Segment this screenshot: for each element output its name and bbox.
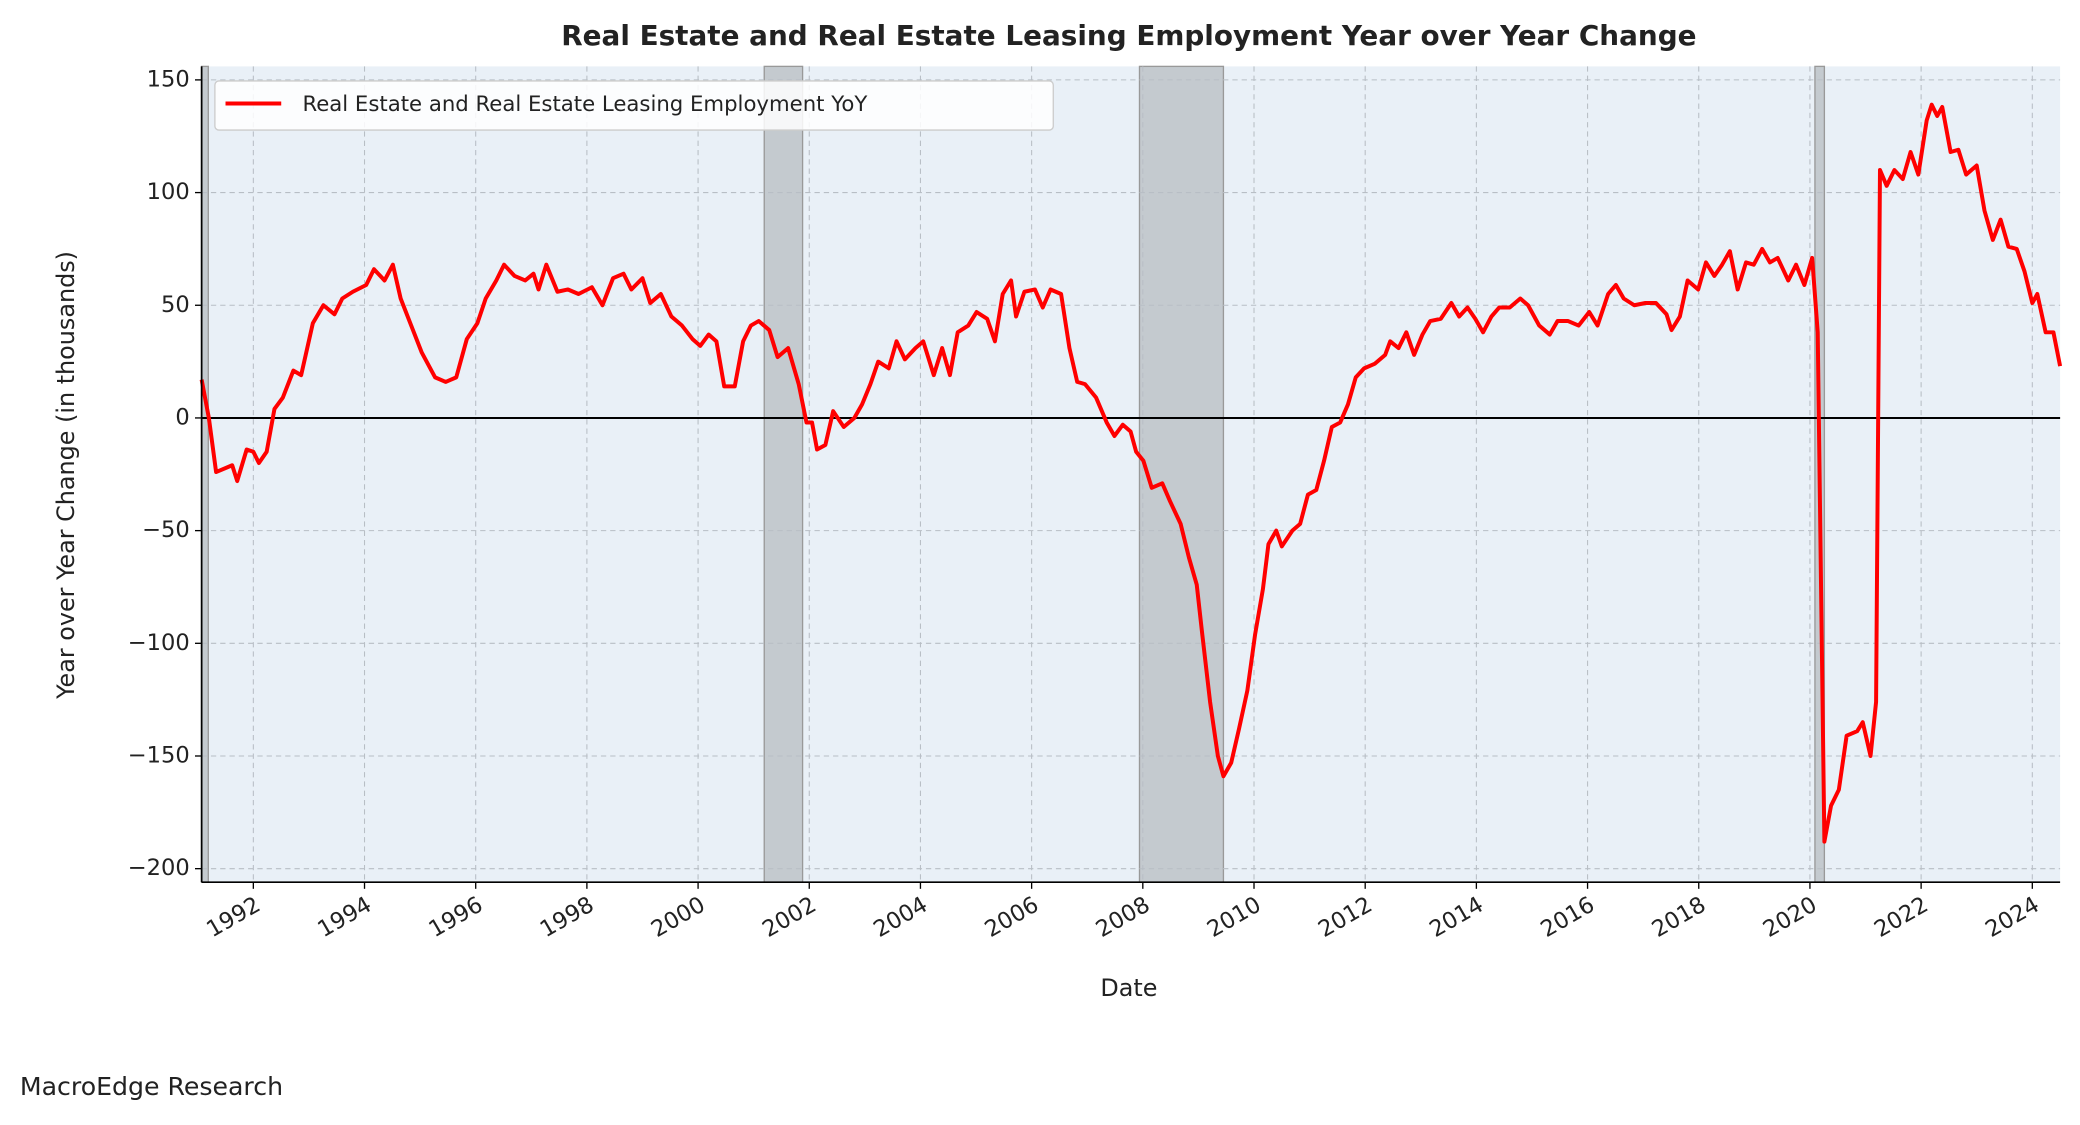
x-tick-label: 2018 <box>1648 892 1711 943</box>
plot-background <box>201 66 2061 883</box>
y-axis-label: Year over Year Change (in thousands) <box>52 251 80 700</box>
recession-shade <box>200 65 209 883</box>
plot-front-layer <box>199 102 2063 844</box>
x-tick-label: 2006 <box>980 892 1043 943</box>
x-tick-label: 2000 <box>647 892 710 943</box>
y-tick-label: 50 <box>161 292 190 318</box>
x-tick-label: 2012 <box>1314 892 1377 943</box>
y-tick-label: 100 <box>147 179 190 205</box>
x-tick-label: 2002 <box>758 892 821 943</box>
legend-label: Real Estate and Real Estate Leasing Empl… <box>302 92 867 117</box>
x-axis-label: Date <box>1100 974 1157 1002</box>
y-tick-label: −50 <box>142 517 190 543</box>
x-tick-label: 2004 <box>869 892 932 943</box>
x-tick-label: 1994 <box>313 892 376 943</box>
watermark: MacroEdge Research <box>20 1072 283 1101</box>
x-tick-label: 1996 <box>425 892 488 943</box>
y-tick-label: 150 <box>147 66 190 92</box>
plot-back-layer <box>200 65 2061 883</box>
x-tick-label: 2016 <box>1536 892 1599 943</box>
legend: Real Estate and Real Estate Leasing Empl… <box>214 80 1054 131</box>
x-tick-label: 2024 <box>1981 892 2044 943</box>
y-tick-label: −150 <box>128 742 190 768</box>
x-tick-label: 2020 <box>1759 892 1822 943</box>
y-tick-label: −100 <box>128 630 190 656</box>
series-line <box>199 102 2063 844</box>
x-tick-label: 1998 <box>536 892 599 943</box>
x-tick-label: 2014 <box>1425 892 1488 943</box>
x-tick-label: 2022 <box>1870 892 1933 943</box>
legend-box <box>214 80 1054 131</box>
x-tick-label: 2008 <box>1092 892 1155 943</box>
x-tick-label: 1992 <box>202 892 265 943</box>
x-tick-label: 2010 <box>1203 892 1266 943</box>
y-tick-label: 0 <box>175 404 189 430</box>
recession-shade <box>1138 65 1225 883</box>
recession-shade <box>763 65 804 883</box>
y-tick-label: −200 <box>128 855 190 881</box>
chart-title: Real Estate and Real Estate Leasing Empl… <box>561 19 1696 52</box>
